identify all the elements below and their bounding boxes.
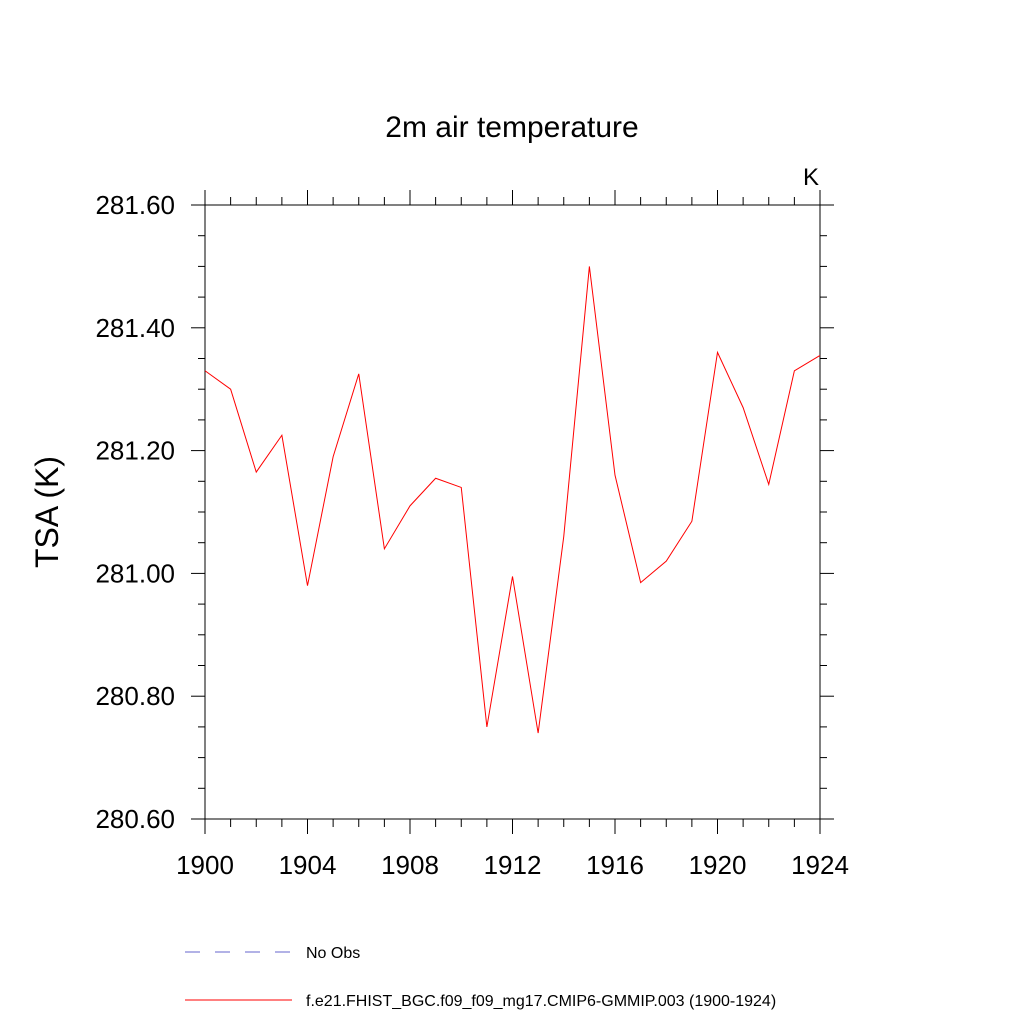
x-tick-label: 1924 <box>791 850 849 880</box>
plot-frame <box>204 204 821 820</box>
x-tick-label: 1908 <box>381 850 439 880</box>
units-label: K <box>803 164 819 191</box>
y-tick-label: 281.60 <box>95 190 175 220</box>
x-tick-label: 1916 <box>586 850 644 880</box>
legend-label-model: f.e21.FHIST_BGC.f09_f09_mg17.CMIP6-GMMIP… <box>306 993 776 1010</box>
series-line-0 <box>204 266 821 734</box>
y-tick-label: 281.40 <box>95 313 175 343</box>
x-tick-label: 1904 <box>279 850 337 880</box>
x-tick-label: 1900 <box>176 850 234 880</box>
y-tick-label: 280.80 <box>95 681 175 711</box>
y-tick-label: 281.00 <box>95 558 175 588</box>
y-tick-label: 281.20 <box>95 436 175 466</box>
y-axis-label: TSA (K) <box>29 456 65 568</box>
legend-label-no-obs: No Obs <box>306 945 360 962</box>
x-tick-label: 1912 <box>484 850 542 880</box>
y-tick-label: 280.60 <box>95 804 175 834</box>
chart-title: 2m air temperature <box>385 111 638 144</box>
x-tick-label: 1920 <box>689 850 747 880</box>
